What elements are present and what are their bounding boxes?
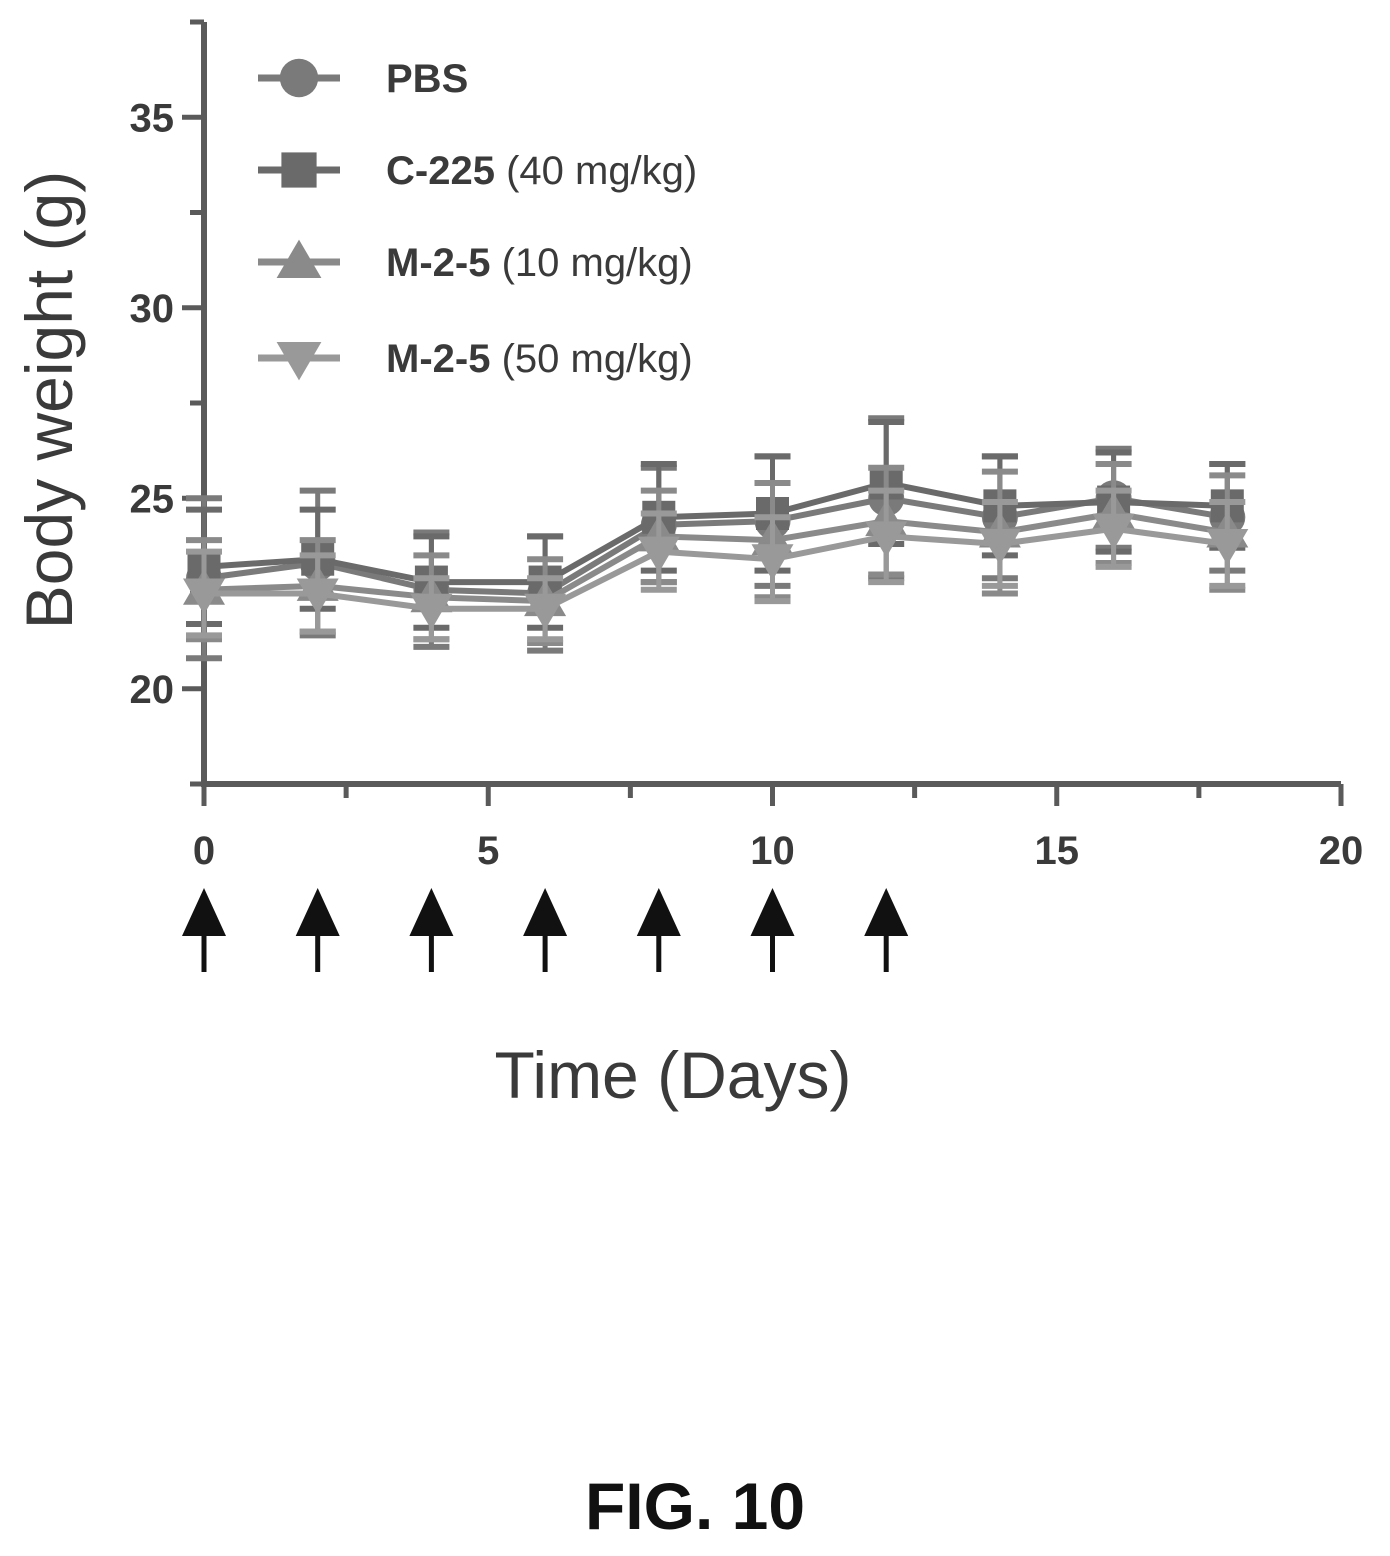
triangle-up-marker xyxy=(276,239,322,278)
axes: 20 25 30 35 0 5 10 15 20 xyxy=(130,19,1364,873)
arrow-head xyxy=(864,888,909,936)
y-tick-label: 25 xyxy=(130,477,175,521)
series-line xyxy=(204,525,1228,612)
series-line xyxy=(203,480,1228,586)
triangle-down-marker xyxy=(183,578,225,615)
circle-marker xyxy=(279,58,319,98)
x-tick-label: 20 xyxy=(1319,829,1364,873)
legend-series-name: M-2-5 xyxy=(386,337,490,381)
triangle-down-marker xyxy=(276,342,322,381)
triangle-down-marker xyxy=(865,521,908,558)
triangle-down-marker xyxy=(978,528,1021,565)
dosing-arrow xyxy=(182,888,226,972)
legend-series-dose: (50 mg/kg) xyxy=(490,337,692,381)
legend-label: C-225 (40 mg/kg) xyxy=(386,149,697,193)
legend-entry-0: PBS xyxy=(258,57,468,101)
x-tick-label: 15 xyxy=(1035,829,1080,873)
dosing-arrow xyxy=(295,888,340,972)
x-tick-label: 10 xyxy=(750,829,795,873)
triangle-down-marker xyxy=(1092,513,1135,550)
square-marker xyxy=(281,152,317,188)
triangle-down-marker xyxy=(1206,528,1249,565)
series-line xyxy=(203,495,1228,597)
series-line xyxy=(203,510,1228,605)
arrow-head xyxy=(750,888,795,936)
x-axis-title: Time (Days) xyxy=(495,1038,852,1112)
dosing-arrow xyxy=(409,888,454,972)
arrow-head xyxy=(636,888,681,936)
legend-entry-3: M-2-5 (50 mg/kg) xyxy=(258,337,693,381)
arrow-head xyxy=(523,888,568,936)
legend-label: PBS xyxy=(386,57,468,101)
y-tick-label: 30 xyxy=(130,287,175,331)
dosing-arrow xyxy=(523,888,568,972)
legend-entry-1: C-225 (40 mg/kg) xyxy=(258,149,697,193)
dosing-arrow xyxy=(750,888,795,972)
y-tick-label: 20 xyxy=(130,668,175,712)
x-tick-label: 5 xyxy=(477,829,499,873)
legend-series-dose: (40 mg/kg) xyxy=(495,149,697,193)
triangle-down-marker xyxy=(410,593,453,630)
triangle-down-marker xyxy=(751,544,794,581)
dosing-arrow xyxy=(636,888,681,972)
dosing-arrows xyxy=(182,888,909,972)
legend-series-name: M-2-5 xyxy=(386,241,490,285)
triangle-down-marker xyxy=(637,536,680,573)
dosing-arrow xyxy=(864,888,909,972)
triangle-down-marker xyxy=(524,593,567,630)
legend-entry-2: M-2-5 (10 mg/kg) xyxy=(258,239,693,285)
legend-series-name: C-225 xyxy=(386,149,495,193)
legend-series-name: PBS xyxy=(386,57,468,101)
triangle-down-marker xyxy=(296,578,339,615)
figure-label: FIG. 10 xyxy=(584,1469,806,1543)
x-tick-label: 0 xyxy=(193,829,215,873)
legend-label: M-2-5 (50 mg/kg) xyxy=(386,337,693,381)
y-axis-title: Body weight (g) xyxy=(12,171,86,630)
arrow-head xyxy=(409,888,454,936)
series-3 xyxy=(183,487,1249,643)
arrow-head xyxy=(182,888,226,936)
y-tick-label: 35 xyxy=(130,96,175,140)
legend-series-dose: (10 mg/kg) xyxy=(490,241,692,285)
series-layer xyxy=(183,415,1249,662)
arrow-head xyxy=(295,888,340,936)
legend-label: M-2-5 (10 mg/kg) xyxy=(386,241,693,285)
